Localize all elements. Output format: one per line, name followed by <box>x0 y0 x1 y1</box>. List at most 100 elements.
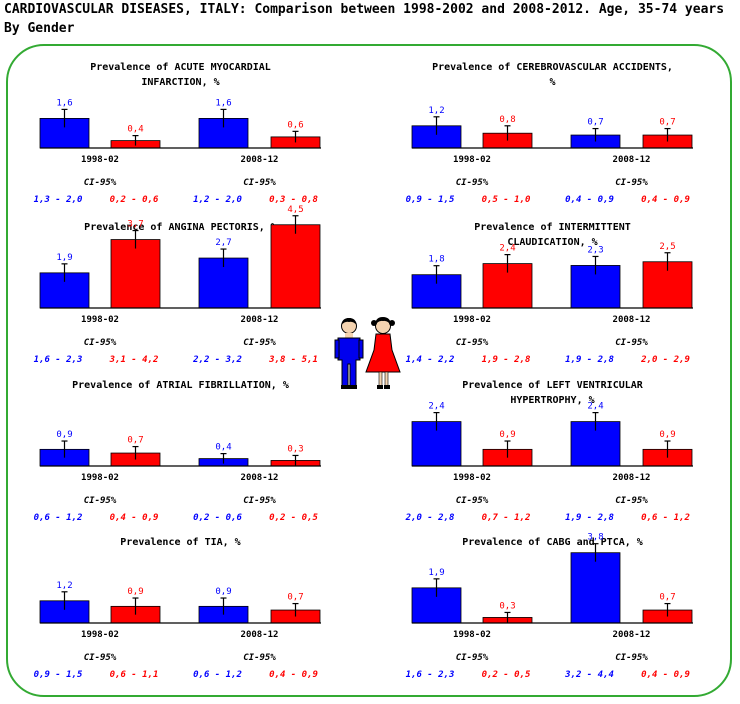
boy-figure-icon <box>334 318 364 389</box>
chart-title: CLAUDICATION, % <box>507 237 597 248</box>
chart-panel: Prevalence of CABG and PTCA, % 1,9 0,3 3,8 0… <box>406 533 693 680</box>
bar-women <box>110 239 161 309</box>
tick-label: 1998-02 <box>453 155 491 165</box>
chart-title: HYPERTROPHY, % <box>510 395 594 406</box>
data-label: 2,3 <box>587 245 603 255</box>
tick-label: 1998-02 <box>81 473 119 483</box>
ci-range-men: 1,6 - 2,3 <box>406 670 455 680</box>
chart-title: % <box>549 77 555 88</box>
data-label: 2,5 <box>659 242 675 252</box>
ci-range-women: 0,2 - 0,5 <box>269 513 318 523</box>
chart-title: Prevalence of ACUTE MYOCARDIAL <box>90 62 271 73</box>
tick-label: 1998-02 <box>81 630 119 640</box>
tick-label: 2008-12 <box>241 315 279 325</box>
data-label: 0,7 <box>659 593 675 603</box>
data-label: 0,4 <box>215 443 231 453</box>
chart-title: Prevalence of CABG and PTCA, % <box>462 537 643 548</box>
data-label: 1,9 <box>428 568 444 578</box>
ci-label: CI-95% <box>456 496 489 506</box>
ci-label: CI-95% <box>243 496 276 506</box>
data-label: 1,8 <box>428 255 444 265</box>
ci-label: CI-95% <box>84 496 117 506</box>
ci-label: CI-95% <box>243 338 276 348</box>
data-label: 0,9 <box>499 430 515 440</box>
ci-range-women: 1,9 - 2,8 <box>482 355 531 365</box>
chart-title: Prevalence of ATRIAL FIBRILLATION, % <box>72 380 289 391</box>
ci-label: CI-95% <box>615 178 648 188</box>
ci-label: CI-95% <box>615 496 648 506</box>
tick-label: 1998-02 <box>453 315 491 325</box>
tick-label: 2008-12 <box>613 155 651 165</box>
ci-range-men: 2,2 - 3,2 <box>192 355 242 365</box>
data-label: 0,8 <box>499 115 515 125</box>
ci-range-men: 1,4 - 2,2 <box>406 355 455 365</box>
data-label: 0,9 <box>127 587 143 597</box>
bar-men <box>570 552 621 624</box>
ci-range-men: 1,9 - 2,8 <box>565 513 614 523</box>
ci-range-women: 0,4 - 0,9 <box>269 670 318 680</box>
data-label: 3,7 <box>127 220 143 230</box>
ci-label: CI-95% <box>456 653 489 663</box>
chart-title: Prevalence of LEFT VENTRICULAR <box>462 380 644 391</box>
tick-label: 2008-12 <box>613 473 651 483</box>
ci-range-men: 1,9 - 2,8 <box>565 355 614 365</box>
girl-figure-icon <box>365 317 401 389</box>
page-subtitle: By Gender <box>4 21 75 36</box>
data-label: 0,4 <box>127 125 143 135</box>
data-label: 4,5 <box>287 205 303 215</box>
tick-label: 1998-02 <box>453 473 491 483</box>
data-label: 0,9 <box>56 430 72 440</box>
tick-label: 1998-02 <box>81 315 119 325</box>
data-label: 0,7 <box>659 118 675 128</box>
data-label: 0,7 <box>127 436 143 446</box>
tick-label: 2008-12 <box>613 315 651 325</box>
ci-label: CI-95% <box>84 338 117 348</box>
data-label: 1,2 <box>56 581 72 591</box>
data-label: 1,6 <box>56 98 72 108</box>
chart-panel: Prevalence of ATRIAL FIBRILLATION, % 0,9 0… <box>34 380 321 523</box>
data-label: 0,9 <box>659 430 675 440</box>
ci-range-women: 0,4 - 0,9 <box>641 670 690 680</box>
tick-label: 2008-12 <box>613 630 651 640</box>
chart-panel: Prevalence of INTERMITTENT CLAUDICATION, … <box>406 222 693 365</box>
ci-range-men: 3,2 - 4,4 <box>564 670 614 680</box>
ci-label: CI-95% <box>456 178 489 188</box>
ci-range-women: 2,0 - 2,9 <box>640 355 690 365</box>
ci-range-men: 0,9 - 1,5 <box>34 670 83 680</box>
chart-title: Prevalence of ANGINA PECTORIS, % <box>84 222 277 233</box>
data-label: 2,4 <box>428 402 444 412</box>
data-label: 0,3 <box>499 601 515 611</box>
data-label: 0,9 <box>215 587 231 597</box>
ci-range-women: 3,1 - 4,2 <box>109 355 159 365</box>
ci-range-women: 0,3 - 0,8 <box>269 195 318 205</box>
data-label: 2,4 <box>499 244 515 254</box>
ci-label: CI-95% <box>84 653 117 663</box>
chart-title: INFARCTION, % <box>141 77 219 88</box>
page-title: CARDIOVASCULAR DISEASES, ITALY: Comparis… <box>4 2 725 17</box>
ci-label: CI-95% <box>84 178 117 188</box>
chart-title: Prevalence of INTERMITTENT <box>474 222 631 233</box>
data-label: 0,6 <box>287 120 303 130</box>
ci-range-men: 2,0 - 2,8 <box>405 513 455 523</box>
ci-range-men: 0,6 - 1,2 <box>193 670 242 680</box>
ci-range-men: 1,2 - 2,0 <box>193 195 242 205</box>
tick-label: 1998-02 <box>453 630 491 640</box>
ci-label: CI-95% <box>456 338 489 348</box>
ci-range-men: 0,2 - 0,6 <box>193 513 242 523</box>
chart-frame <box>6 44 732 697</box>
ci-range-men: 0,9 - 1,5 <box>406 195 455 205</box>
ci-range-men: 1,6 - 2,3 <box>34 355 83 365</box>
ci-range-women: 0,4 - 0,9 <box>641 195 690 205</box>
chart-panel: Prevalence of TIA, % 1,2 0,9 0,9 0,7 1998-02 C… <box>34 537 321 680</box>
data-label: 1,6 <box>215 98 231 108</box>
ci-range-women: 0,7 - 1,2 <box>482 513 531 523</box>
ci-range-women: 0,2 - 0,6 <box>110 195 159 205</box>
data-label: 0,3 <box>287 444 303 454</box>
tick-label: 2008-12 <box>241 473 279 483</box>
ci-range-women: 0,2 - 0,5 <box>482 670 531 680</box>
ci-label: CI-95% <box>243 178 276 188</box>
tick-label: 2008-12 <box>241 155 279 165</box>
data-label: 0,7 <box>287 593 303 603</box>
ci-range-men: 0,6 - 1,2 <box>34 513 83 523</box>
